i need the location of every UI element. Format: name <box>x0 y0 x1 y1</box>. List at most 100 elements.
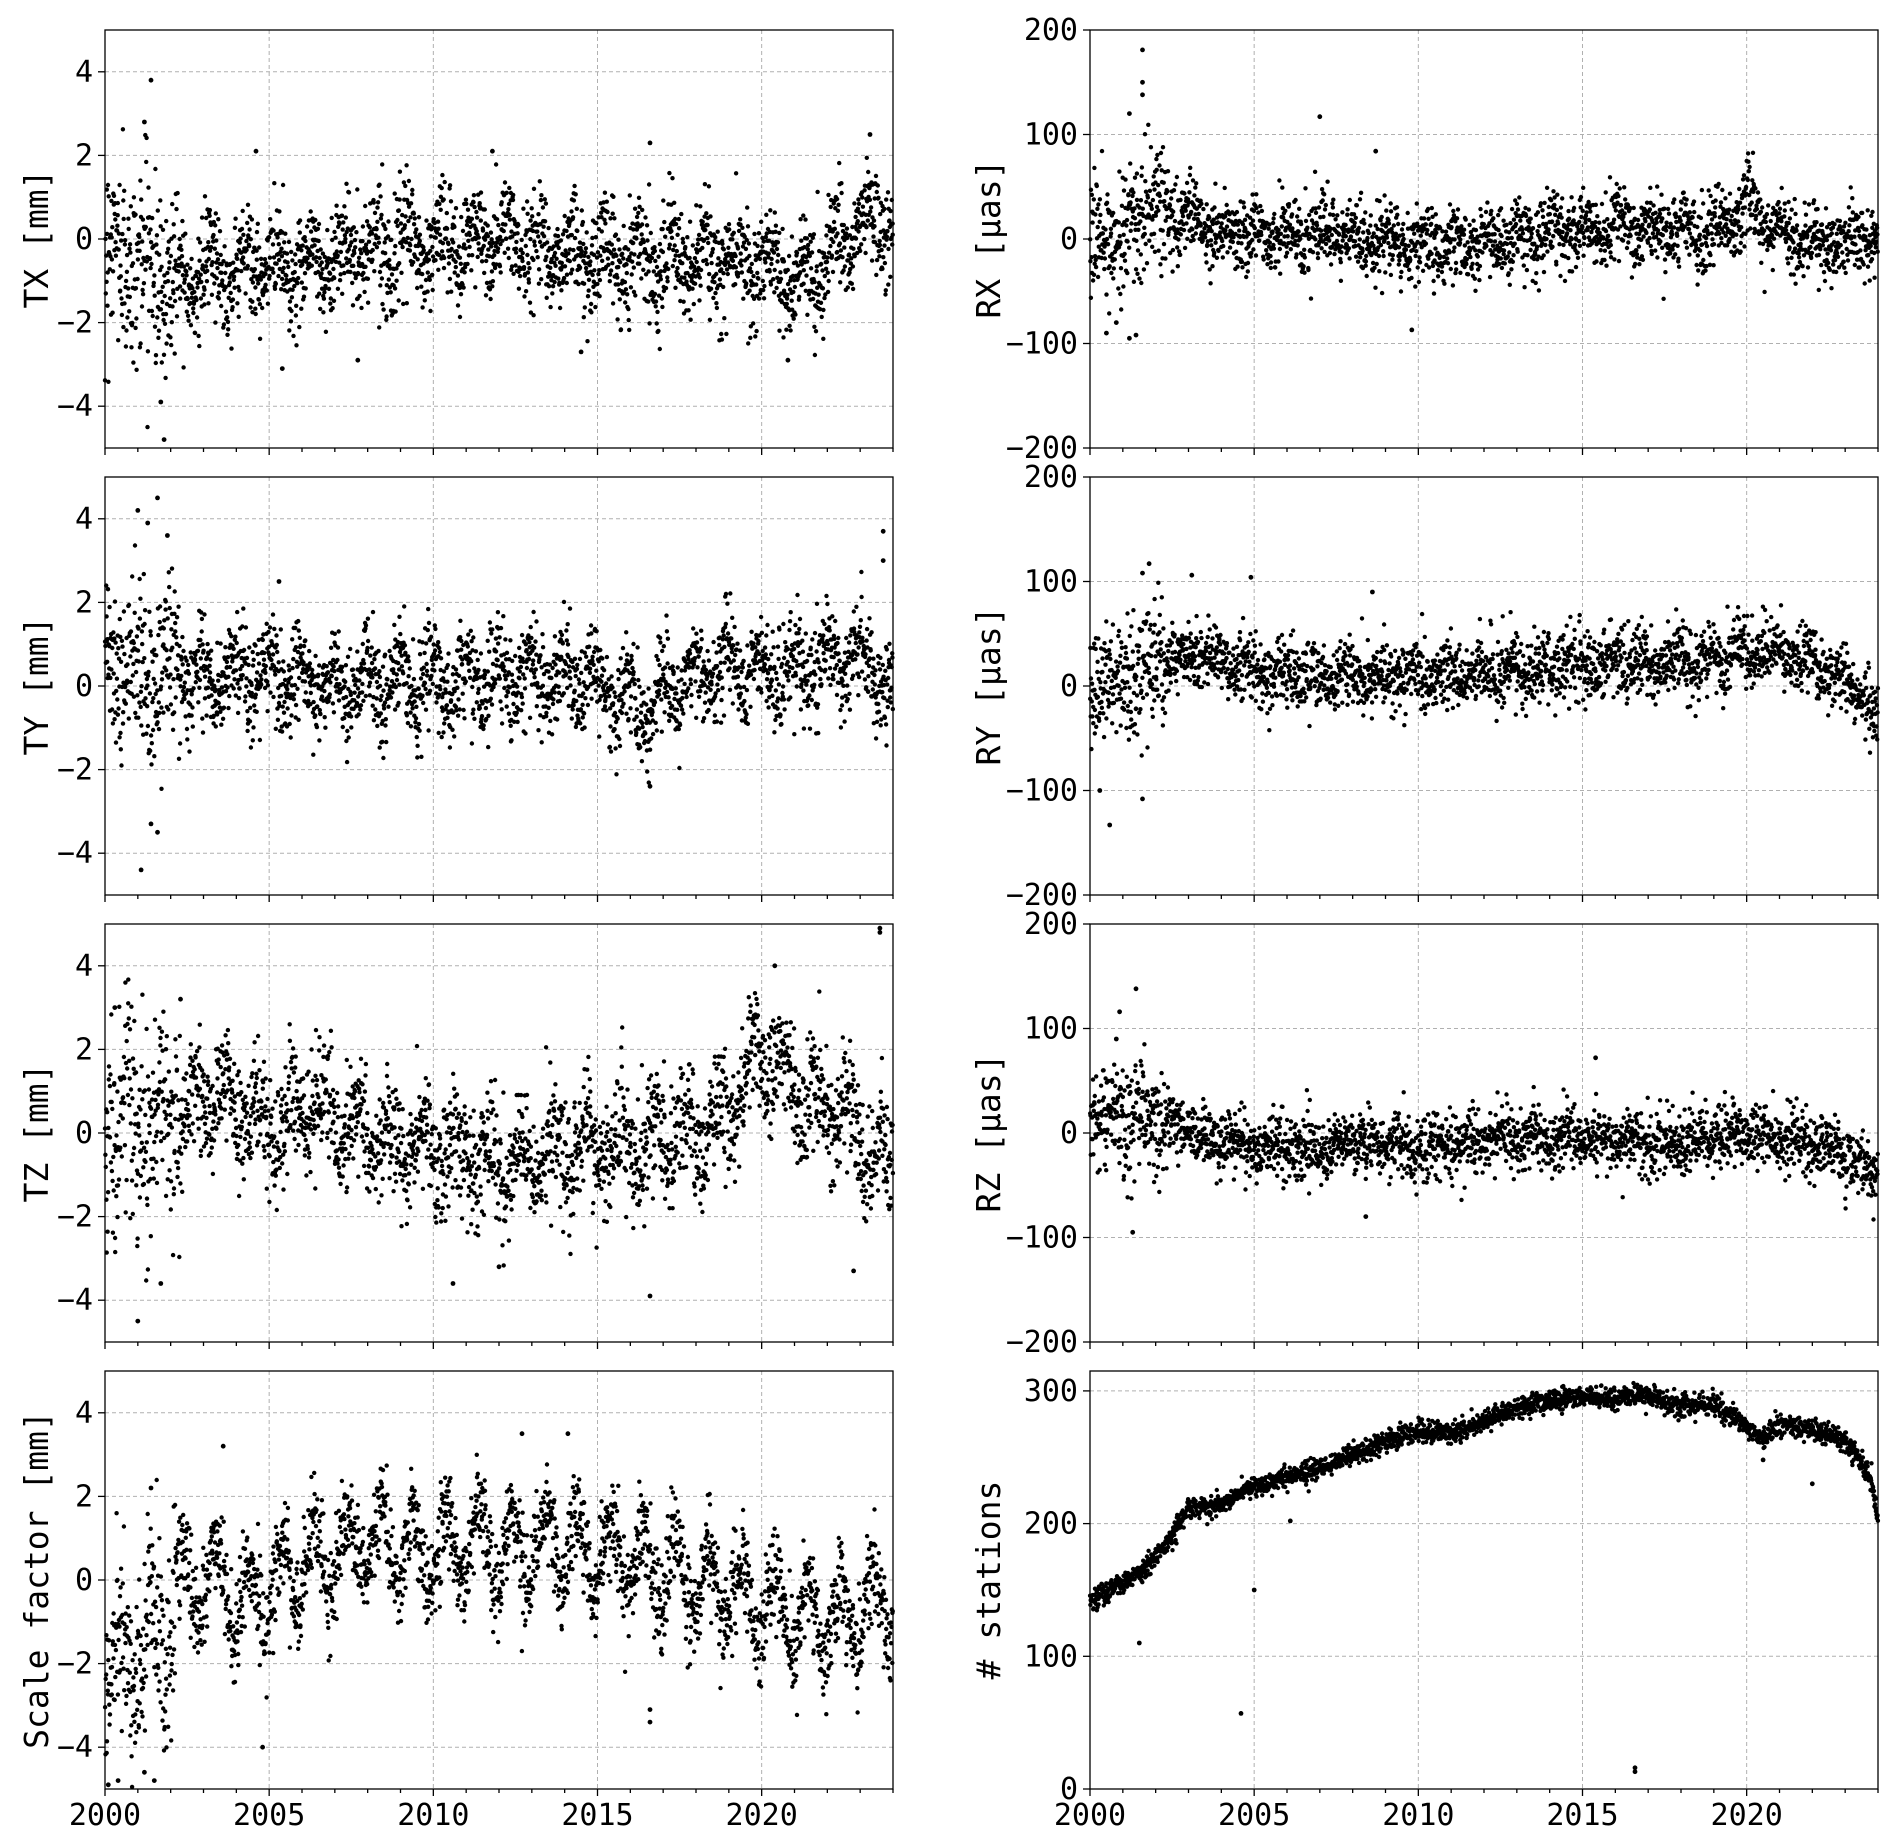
data-point <box>1417 260 1423 265</box>
data-point <box>322 290 327 295</box>
data-point <box>1684 240 1689 245</box>
data-point <box>1763 219 1769 225</box>
data-point <box>652 248 658 254</box>
data-point <box>1294 252 1299 257</box>
data-point <box>171 222 176 227</box>
data-point <box>1307 212 1312 218</box>
data-point <box>121 198 126 203</box>
data-point <box>117 616 123 622</box>
data-point <box>1151 231 1157 236</box>
data-point <box>343 236 348 242</box>
data-point <box>546 225 551 231</box>
data-point <box>1628 233 1633 238</box>
data-point <box>1101 250 1106 255</box>
data-point <box>655 309 660 315</box>
data-point <box>882 206 887 212</box>
data-point <box>611 194 616 199</box>
data-point <box>775 275 780 280</box>
data-point <box>856 201 862 206</box>
data-point <box>1435 274 1441 279</box>
data-point <box>1534 244 1540 249</box>
data-point <box>1845 258 1851 263</box>
data-point <box>113 253 119 258</box>
data-point <box>1302 247 1307 252</box>
data-point <box>1240 265 1245 270</box>
data-point <box>272 181 277 186</box>
data-point <box>675 265 680 271</box>
data-point <box>528 236 533 242</box>
data-point <box>374 245 380 250</box>
data-point <box>1395 237 1400 242</box>
data-point <box>776 252 781 258</box>
data-point <box>1529 235 1534 240</box>
data-point <box>417 238 422 244</box>
data-point <box>331 298 337 303</box>
data-point <box>585 294 591 299</box>
data-point <box>1125 270 1130 276</box>
data-point <box>646 299 651 304</box>
data-point <box>1485 200 1490 205</box>
data-point <box>1569 236 1574 242</box>
data-point <box>684 279 689 284</box>
data-point <box>621 256 626 261</box>
data-point <box>562 264 568 269</box>
data-point <box>1489 208 1494 214</box>
data-point <box>1862 281 1867 286</box>
data-point <box>406 218 411 224</box>
data-point <box>1313 237 1318 242</box>
data-point <box>112 636 117 641</box>
data-point <box>408 215 413 220</box>
data-point <box>1372 265 1377 270</box>
data-point <box>1390 257 1395 262</box>
data-point <box>556 276 561 281</box>
data-point <box>1447 250 1452 255</box>
data-point <box>513 250 519 255</box>
data-point <box>522 294 527 299</box>
data-point <box>272 286 278 291</box>
data-point <box>122 651 127 657</box>
data-point <box>1792 246 1798 251</box>
data-point <box>1272 211 1277 217</box>
data-point <box>1681 190 1686 195</box>
data-point <box>328 301 333 306</box>
data-point <box>886 246 891 252</box>
data-point <box>885 190 891 195</box>
data-point <box>1187 172 1193 178</box>
data-point <box>1426 265 1432 270</box>
data-point <box>1334 238 1340 244</box>
data-point <box>1710 237 1715 242</box>
data-point <box>152 273 157 278</box>
data-point <box>1318 228 1324 233</box>
data-point <box>844 226 850 231</box>
data-point <box>294 343 299 348</box>
data-point <box>1329 232 1335 238</box>
data-point <box>1161 180 1166 185</box>
data-point <box>513 246 519 251</box>
data-point <box>1737 186 1742 192</box>
data-point <box>143 267 148 272</box>
data-point <box>1254 205 1259 211</box>
data-point <box>1259 208 1265 214</box>
data-point <box>220 278 225 283</box>
data-point <box>115 213 120 218</box>
data-point <box>632 206 638 211</box>
data-point <box>1504 241 1510 247</box>
data-point <box>1358 190 1364 195</box>
data-point <box>362 289 367 295</box>
data-point <box>492 248 497 254</box>
data-point <box>1450 283 1456 288</box>
data-point <box>1185 236 1190 241</box>
data-point <box>1330 205 1336 210</box>
data-point <box>672 200 677 205</box>
data-point <box>1575 250 1580 255</box>
data-point <box>158 224 163 229</box>
data-point <box>801 213 806 218</box>
data-point <box>1716 181 1721 187</box>
data-point <box>401 180 407 185</box>
data-point <box>105 270 110 275</box>
data-point <box>697 275 702 280</box>
data-point <box>1546 231 1552 237</box>
data-point <box>430 254 436 259</box>
data-point <box>648 230 653 236</box>
data-point <box>594 221 599 226</box>
